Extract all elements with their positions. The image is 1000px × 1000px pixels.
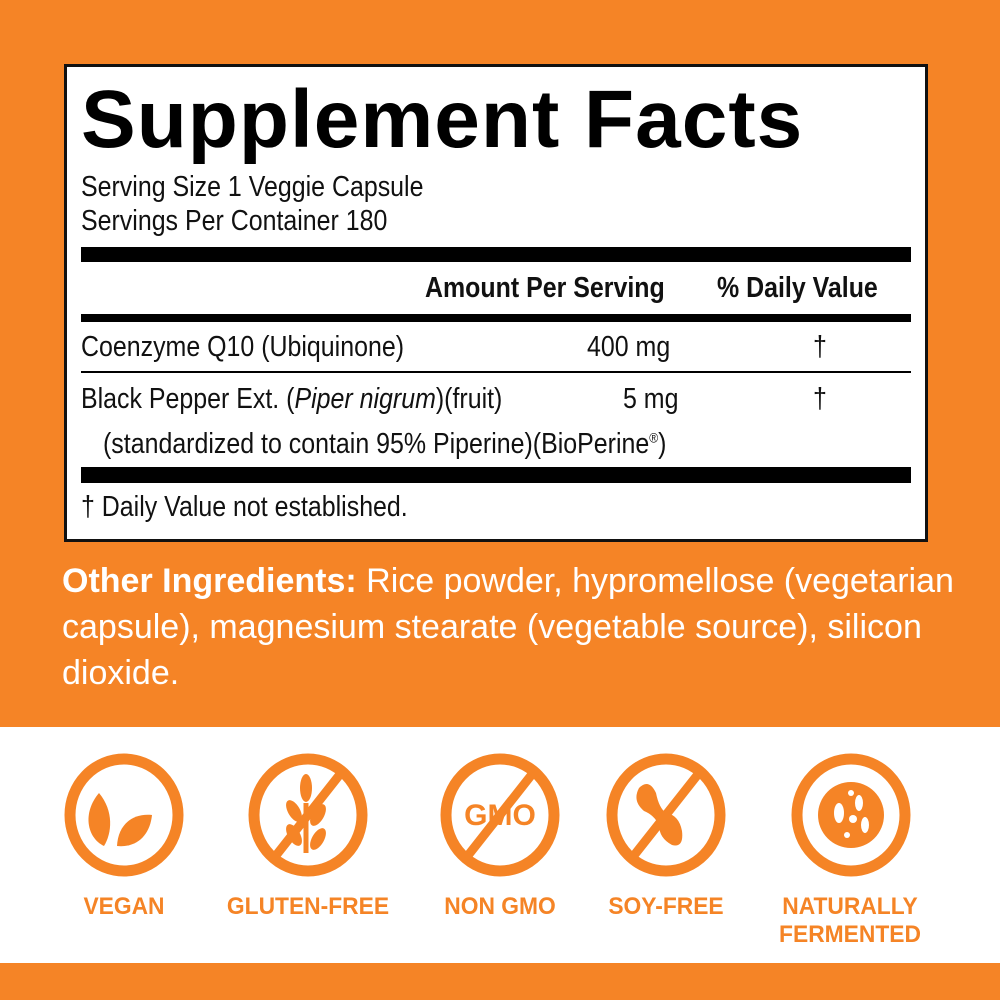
footnote: † Daily Value not established. [81, 491, 408, 523]
supplement-facts-panel: Supplement Facts Serving Size 1 Veggie C… [64, 64, 928, 542]
ingredient-amount: 400 mg [587, 331, 671, 363]
ferment-icon [791, 753, 911, 877]
thick-divider [81, 467, 911, 483]
wheat-crossed-icon [248, 753, 368, 877]
panel-title: Supplement Facts [81, 74, 804, 165]
soy-crossed-icon [606, 753, 726, 877]
gmo-crossed-icon: GMO [440, 753, 560, 877]
ingredient-dv: † [813, 383, 827, 415]
medium-divider [81, 314, 911, 322]
badge-label: VEGAN [83, 893, 165, 920]
other-ingredients-heading: Other Ingredients: [62, 562, 357, 600]
subnote-end: ) [658, 428, 667, 460]
ingredient-subnote: (standardized to contain 95% Piperine)(B… [103, 428, 666, 461]
thin-divider [81, 371, 911, 373]
badge-label: NATURALLY FERMENTED [779, 893, 921, 948]
ingredient-amount: 5 mg [623, 383, 679, 415]
registered-mark: ® [649, 429, 659, 446]
orange-footer-band [0, 963, 1000, 1000]
ingredient-name: Coenzyme Q10 (Ubiquinone) [81, 331, 405, 363]
ingredient-name: Black Pepper Ext. (Piper nigrum)(fruit) [81, 383, 502, 416]
other-ingredients-text: Rice powder, hypromellose (vegetarian ca… [62, 562, 954, 692]
ingredient-dv: † [813, 331, 827, 363]
servings-per-container: Servings Per Container 180 [81, 205, 388, 237]
subnote-text: (standardized to contain 95% Piperine)(B… [103, 428, 650, 460]
thick-divider [81, 247, 911, 262]
name-prefix: Black Pepper Ext. ( [81, 383, 295, 415]
header-daily-value: % Daily Value [717, 272, 878, 304]
other-ingredients: Other Ingredients: Rice powder, hypromel… [62, 558, 962, 696]
leaf-icon [64, 753, 184, 877]
badge-label: SOY-FREE [608, 893, 724, 920]
name-suffix: )(fruit) [435, 383, 503, 415]
badge-label: NON GMO [444, 893, 556, 920]
serving-size: Serving Size 1 Veggie Capsule [81, 171, 424, 203]
gmo-icon-text: GMO [464, 799, 536, 832]
header-amount: Amount Per Serving [425, 272, 665, 304]
name-italic: Piper nigrum [294, 383, 436, 415]
badge-label: GLUTEN-FREE [226, 893, 390, 920]
